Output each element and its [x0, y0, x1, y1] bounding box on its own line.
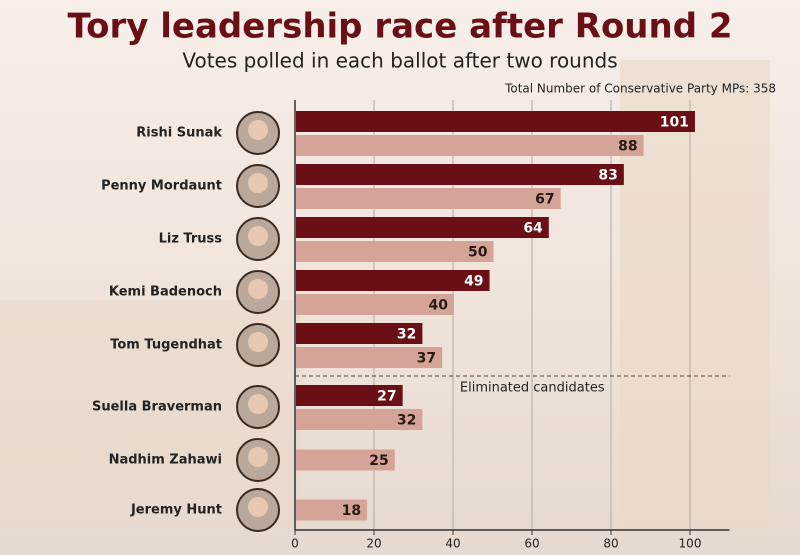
- annotation: Eliminated candidates: [460, 381, 605, 396]
- bar: [296, 323, 423, 344]
- bar: [296, 111, 695, 132]
- value-label: 67: [535, 192, 554, 208]
- value-label: 25: [369, 453, 388, 469]
- value-label: 32: [397, 327, 416, 343]
- x-tick-label: 100: [679, 537, 702, 551]
- bar: [296, 449, 395, 471]
- category-label: Liz Truss: [159, 232, 223, 247]
- value-label: 37: [417, 351, 436, 367]
- value-label: 101: [660, 115, 689, 131]
- category-label: Nadhim Zahawi: [109, 453, 222, 468]
- category-label: Penny Mordaunt: [101, 179, 222, 194]
- bar: [296, 385, 403, 406]
- bar: [296, 217, 549, 238]
- tower-backdrop: [620, 60, 770, 530]
- value-label: 40: [429, 298, 449, 314]
- category-label: Rishi Sunak: [136, 126, 222, 141]
- photo-face: [248, 226, 268, 246]
- category-label: Jeremy Hunt: [130, 503, 222, 518]
- value-label: 32: [397, 413, 416, 429]
- photo-face: [248, 497, 268, 517]
- bar: [296, 409, 423, 430]
- bar: [296, 270, 490, 291]
- category-label: Kemi Badenoch: [109, 285, 222, 300]
- photo-face: [248, 332, 268, 352]
- x-tick-label: 80: [603, 537, 618, 551]
- bar: [296, 347, 443, 368]
- photo-face: [248, 173, 268, 193]
- photo-face: [248, 447, 268, 467]
- value-label: 83: [598, 168, 617, 184]
- value-label: 49: [464, 274, 483, 290]
- x-tick-label: 0: [291, 537, 299, 551]
- photo-face: [248, 120, 268, 140]
- value-label: 50: [468, 245, 488, 261]
- photo-face: [248, 394, 268, 414]
- bar: [296, 499, 368, 521]
- category-label: Suella Braverman: [92, 400, 222, 415]
- bar: [296, 135, 644, 156]
- bar: [296, 294, 454, 315]
- value-label: 27: [377, 389, 396, 405]
- x-tick-label: 20: [366, 537, 381, 551]
- chart-title: Tory leadership race after Round 2: [67, 7, 732, 47]
- bar: [296, 241, 494, 262]
- bar: [296, 188, 561, 209]
- x-tick-label: 40: [445, 537, 460, 551]
- note: Total Number of Conservative Party MPs: …: [504, 82, 776, 96]
- x-tick-label: 60: [524, 537, 539, 551]
- value-label: 88: [618, 139, 637, 155]
- value-label: 18: [342, 503, 361, 519]
- photo-face: [248, 279, 268, 299]
- chart-subtitle: Votes polled in each ballot after two ro…: [182, 49, 617, 73]
- value-label: 64: [523, 221, 543, 237]
- category-label: Tom Tugendhat: [110, 338, 222, 353]
- bar: [296, 164, 624, 185]
